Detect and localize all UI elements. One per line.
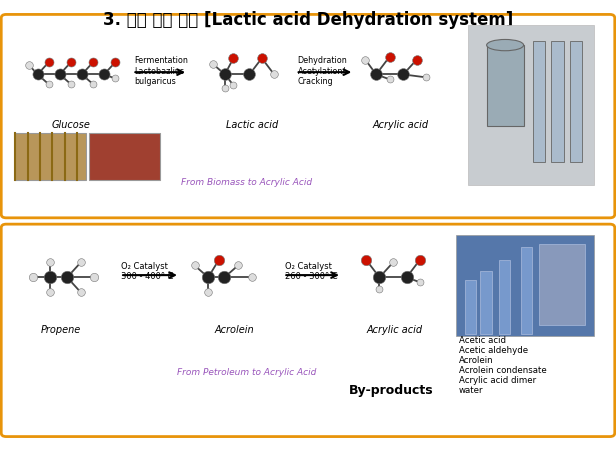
- Bar: [570, 41, 582, 162]
- Bar: [539, 244, 585, 325]
- Text: Acrolein: Acrolein: [214, 325, 254, 335]
- Text: From Biomass to Acrylic Acid: From Biomass to Acrylic Acid: [181, 178, 312, 187]
- FancyBboxPatch shape: [15, 133, 86, 180]
- Text: Acrylic acid dimer: Acrylic acid dimer: [459, 376, 536, 385]
- Text: Acetic acid: Acetic acid: [459, 336, 506, 345]
- Text: From Petroleum to Acrylic Acid: From Petroleum to Acrylic Acid: [177, 368, 316, 377]
- Bar: [465, 280, 476, 334]
- Bar: [499, 260, 510, 334]
- Text: O₂ Catalyst
300 - 400° C: O₂ Catalyst 300 - 400° C: [121, 262, 174, 281]
- Bar: [521, 247, 532, 334]
- Bar: [487, 45, 524, 126]
- FancyBboxPatch shape: [89, 133, 160, 180]
- FancyBboxPatch shape: [1, 14, 615, 218]
- Text: water: water: [459, 386, 484, 395]
- Text: Acrylic acid: Acrylic acid: [366, 325, 423, 335]
- Bar: [480, 271, 492, 334]
- Text: Glucose: Glucose: [51, 120, 91, 129]
- Text: By-products: By-products: [349, 384, 434, 396]
- Text: Acrylic acid: Acrylic acid: [372, 120, 429, 129]
- Bar: [551, 41, 564, 162]
- FancyBboxPatch shape: [1, 224, 615, 437]
- Text: 3. 원료 수급 방법 [Lactic acid Dehydration system]: 3. 원료 수급 방법 [Lactic acid Dehydration sys…: [103, 11, 513, 29]
- Text: Fermentation
Lactobazlius
bulgaricus: Fermentation Lactobazlius bulgaricus: [134, 56, 188, 86]
- Text: Lactic acid: Lactic acid: [227, 120, 278, 129]
- Text: O₂ Catalyst
260 - 300° C: O₂ Catalyst 260 - 300° C: [285, 262, 337, 281]
- FancyBboxPatch shape: [456, 235, 594, 336]
- Ellipse shape: [487, 39, 524, 51]
- Text: Dehydration
Acetylation/
Cracking: Dehydration Acetylation/ Cracking: [298, 56, 347, 86]
- FancyBboxPatch shape: [468, 25, 594, 185]
- Bar: [533, 41, 545, 162]
- Text: Acetic aldehyde: Acetic aldehyde: [459, 346, 528, 355]
- Text: Acrolein condensate: Acrolein condensate: [459, 366, 546, 375]
- Text: Acrolein: Acrolein: [459, 356, 493, 365]
- Text: Propene: Propene: [40, 325, 81, 335]
